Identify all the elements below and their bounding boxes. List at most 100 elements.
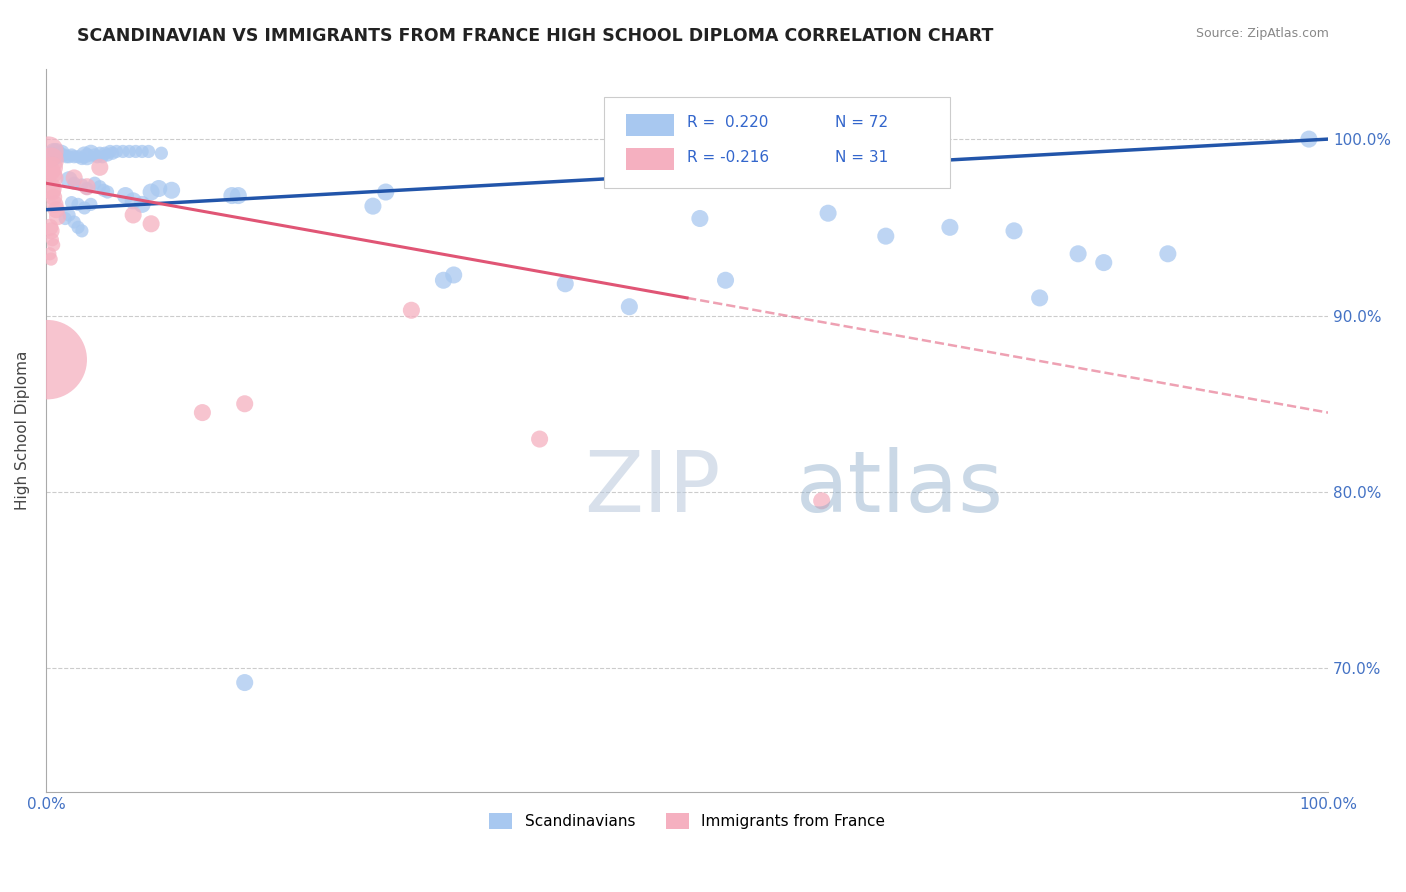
Text: R =  0.220: R = 0.220 xyxy=(688,115,769,130)
Point xyxy=(91,150,114,164)
Point xyxy=(76,179,98,194)
Point xyxy=(817,206,839,220)
Point xyxy=(42,238,65,252)
Point xyxy=(58,172,80,186)
Point xyxy=(39,252,62,266)
Point xyxy=(66,197,89,211)
Point xyxy=(42,145,65,159)
Text: atlas: atlas xyxy=(796,447,1004,530)
Point xyxy=(93,183,115,197)
Text: Source: ZipAtlas.com: Source: ZipAtlas.com xyxy=(1195,27,1329,40)
Point xyxy=(83,176,105,190)
Point xyxy=(1002,224,1025,238)
Point xyxy=(76,181,98,195)
Point xyxy=(443,268,465,282)
Text: N = 31: N = 31 xyxy=(835,150,887,165)
Point xyxy=(150,146,173,161)
Point xyxy=(160,183,183,197)
Point xyxy=(66,220,89,235)
Point xyxy=(38,247,60,261)
Point xyxy=(122,208,145,222)
Point xyxy=(73,201,96,215)
Point xyxy=(98,145,121,159)
Y-axis label: High School Diploma: High School Diploma xyxy=(15,351,30,510)
Point xyxy=(401,303,423,318)
Point xyxy=(148,181,170,195)
Point xyxy=(37,352,59,367)
Point xyxy=(432,273,454,287)
Point xyxy=(1067,247,1090,261)
Point xyxy=(226,188,249,202)
Point xyxy=(1092,255,1115,269)
Point xyxy=(361,199,384,213)
Point xyxy=(114,188,136,202)
Point xyxy=(63,150,86,164)
Point xyxy=(42,190,65,204)
Point xyxy=(221,188,243,202)
Point xyxy=(122,194,145,208)
Point xyxy=(45,202,67,217)
Point xyxy=(139,217,162,231)
Point xyxy=(44,170,66,185)
Point xyxy=(70,178,93,192)
Point xyxy=(875,229,897,244)
Point xyxy=(80,146,103,161)
Point xyxy=(52,148,75,162)
Point xyxy=(138,145,160,159)
Point xyxy=(44,197,66,211)
Point xyxy=(94,146,117,161)
Point xyxy=(39,150,62,164)
Point xyxy=(714,273,737,287)
Legend: Scandinavians, Immigrants from France: Scandinavians, Immigrants from France xyxy=(484,806,891,835)
FancyBboxPatch shape xyxy=(603,97,950,188)
Point xyxy=(131,197,153,211)
Point xyxy=(39,224,62,238)
Point xyxy=(191,406,214,420)
Point xyxy=(80,197,103,211)
Point xyxy=(810,493,832,508)
Text: N = 72: N = 72 xyxy=(835,115,887,130)
Point xyxy=(73,148,96,162)
Point xyxy=(939,220,962,235)
Point xyxy=(76,150,98,164)
Point xyxy=(96,185,118,199)
Point xyxy=(118,145,141,159)
Point xyxy=(41,185,63,199)
Point xyxy=(46,210,69,224)
Point xyxy=(45,145,67,159)
Point xyxy=(38,145,60,159)
FancyBboxPatch shape xyxy=(626,148,675,169)
Point xyxy=(233,397,256,411)
Point xyxy=(101,146,124,161)
Point xyxy=(105,145,128,159)
Point xyxy=(374,185,396,199)
Point xyxy=(89,146,111,161)
Point xyxy=(70,224,93,238)
Point xyxy=(66,150,89,164)
Point xyxy=(619,300,641,314)
Point xyxy=(111,145,134,159)
Point xyxy=(39,153,62,168)
Point xyxy=(689,211,711,226)
Point xyxy=(41,161,63,175)
Point xyxy=(63,170,86,185)
Point xyxy=(89,161,111,175)
Point xyxy=(58,208,80,222)
Text: SCANDINAVIAN VS IMMIGRANTS FROM FRANCE HIGH SCHOOL DIPLOMA CORRELATION CHART: SCANDINAVIAN VS IMMIGRANTS FROM FRANCE H… xyxy=(77,27,994,45)
Point xyxy=(63,215,86,229)
Point xyxy=(86,150,108,164)
Point xyxy=(60,195,83,210)
Point xyxy=(1157,247,1180,261)
Text: R = -0.216: R = -0.216 xyxy=(688,150,769,165)
Point xyxy=(554,277,576,291)
Point xyxy=(70,152,93,166)
Point xyxy=(1298,132,1320,146)
Point xyxy=(48,148,70,162)
Point xyxy=(125,145,148,159)
Point xyxy=(42,168,65,182)
Point xyxy=(83,148,105,162)
Point xyxy=(63,176,86,190)
Point xyxy=(60,148,83,162)
Point xyxy=(53,211,76,226)
Point xyxy=(38,164,60,178)
